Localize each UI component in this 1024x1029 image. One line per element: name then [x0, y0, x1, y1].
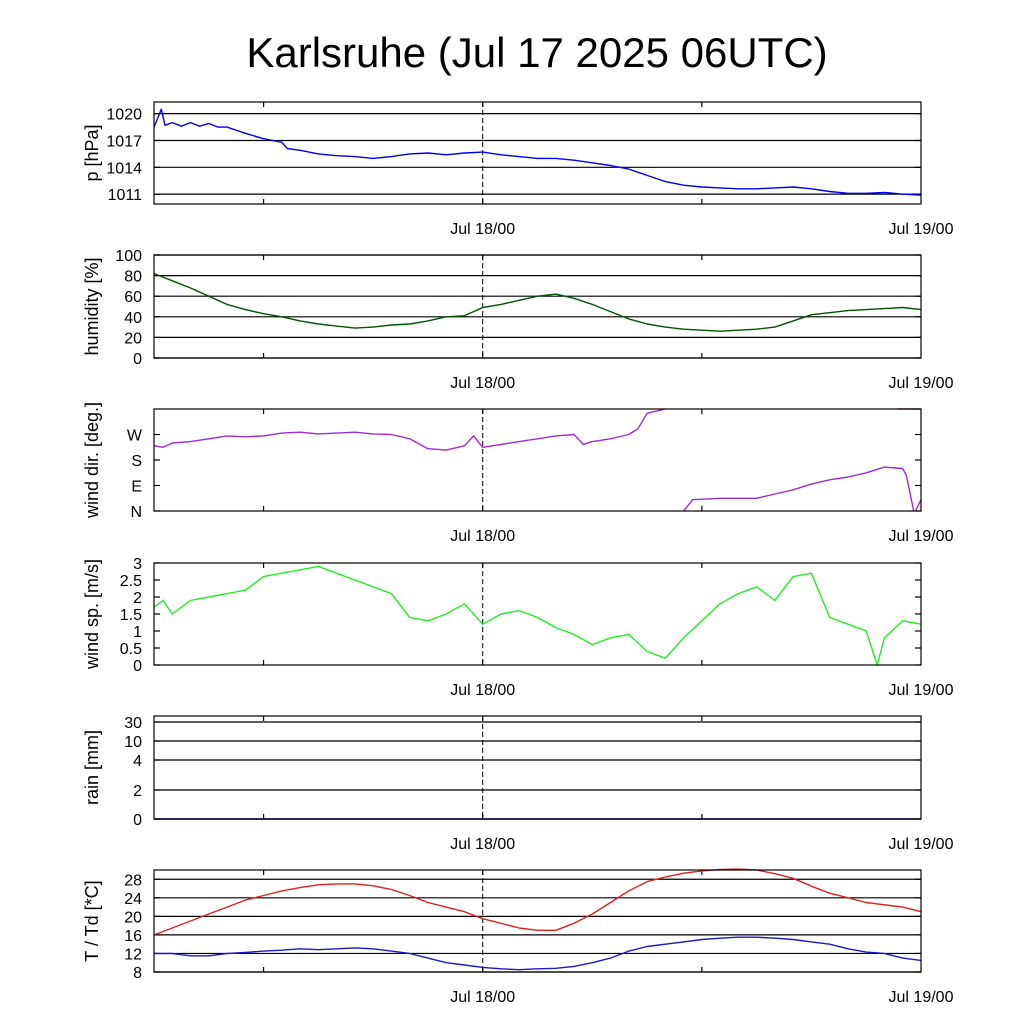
series-line-wind_dir: [914, 499, 922, 512]
plot-frame: [153, 101, 922, 205]
series-line-wind_dir: [153, 408, 666, 451]
plot-frame: [153, 715, 922, 820]
chart-title: Karlsruhe (Jul 17 2025 06UTC): [246, 29, 827, 76]
y-tick-label: E: [131, 479, 142, 496]
y-tick-label: 2: [133, 783, 142, 800]
y-tick-label: 24: [124, 891, 142, 908]
x-tick-label: Jul 18/00: [450, 221, 515, 238]
y-tick-label: 1014: [106, 160, 142, 177]
series-line-temperature: [154, 936, 922, 971]
y-tick-label: 30: [124, 715, 142, 732]
y-axis-label: T / Td [*C]: [82, 880, 102, 961]
y-tick-label: 100: [115, 248, 142, 265]
y-tick-label: 28: [124, 872, 142, 889]
series-line-temperature: [153, 868, 922, 936]
x-tick-label: Jul 18/00: [450, 375, 515, 392]
y-tick-label: 0: [133, 351, 142, 368]
y-tick-label: S: [131, 453, 142, 470]
x-tick-label: Jul 19/00: [889, 221, 954, 238]
y-tick-label: 16: [124, 928, 142, 945]
panel-humidity: 100 80 60 40 20 0 Jul 18/00 Jul 19/00 humidity […: [82, 248, 954, 392]
y-tick-label: 8: [133, 965, 142, 982]
y-tick-label: W: [127, 428, 143, 445]
y-tick-label: 0.5: [120, 641, 142, 658]
x-tick-label: Jul 19/00: [889, 682, 954, 699]
y-axis-label: wind dir. [deg.]: [82, 402, 102, 519]
x-tick-label: Jul 19/00: [889, 989, 954, 1006]
series-line-wind_speed: [153, 565, 922, 666]
x-tick-label: Jul 18/00: [450, 989, 515, 1006]
y-tick-label: 60: [124, 289, 142, 306]
y-tick-label: 0: [133, 658, 142, 675]
y-tick-label: N: [130, 504, 142, 521]
plot-frame: [153, 562, 922, 666]
series-line-pressure: [153, 108, 922, 196]
y-tick-label: 80: [124, 269, 142, 286]
panel-rain: 30 10 4 2 0 Jul 18/00 Jul 19/00 rain [mm]: [82, 715, 954, 853]
y-axis-label: humidity [%]: [82, 257, 102, 355]
series-line-wind_dir: [683, 466, 915, 512]
plot-frame: [153, 408, 922, 512]
y-tick-label: 40: [124, 310, 142, 327]
plot-frame: [153, 254, 922, 359]
y-tick-label: 1020: [106, 107, 142, 124]
y-tick-label: 4: [133, 753, 142, 770]
panel-pressure: 1020 1017 1014 1011 Jul 18/00 Jul 19/00 p [hPa…: [82, 101, 954, 238]
y-tick-label: 1.5: [120, 607, 142, 624]
y-tick-label: 2: [133, 590, 142, 607]
x-tick-label: Jul 19/00: [889, 375, 954, 392]
x-tick-label: Jul 18/00: [450, 528, 515, 545]
series-line-humidity: [153, 272, 922, 332]
y-axis-label: wind sp. [m/s]: [82, 559, 102, 670]
y-axis-label: rain [mm]: [82, 730, 102, 805]
y-tick-label: 2.5: [120, 573, 142, 590]
x-tick-label: Jul 19/00: [889, 836, 954, 853]
y-tick-label: 12: [124, 946, 142, 963]
y-tick-label: 10: [124, 734, 142, 751]
y-tick-label: 20: [124, 330, 142, 347]
x-tick-label: Jul 19/00: [889, 528, 954, 545]
y-tick-label: 3: [133, 556, 142, 573]
y-tick-label: 1017: [106, 133, 142, 150]
x-tick-label: Jul 18/00: [450, 836, 515, 853]
y-tick-label: 20: [124, 909, 142, 926]
y-axis-label: p [hPa]: [82, 124, 102, 181]
panel-wind_speed: 32.521.510.50 Jul 18/00 Jul 19/00 wind sp. …: [82, 556, 954, 699]
x-tick-label: Jul 18/00: [450, 682, 515, 699]
y-tick-label: 0: [133, 812, 142, 829]
plot-frame: [153, 869, 922, 973]
y-tick-label: 1: [133, 624, 142, 641]
y-tick-label: 1011: [108, 187, 143, 204]
